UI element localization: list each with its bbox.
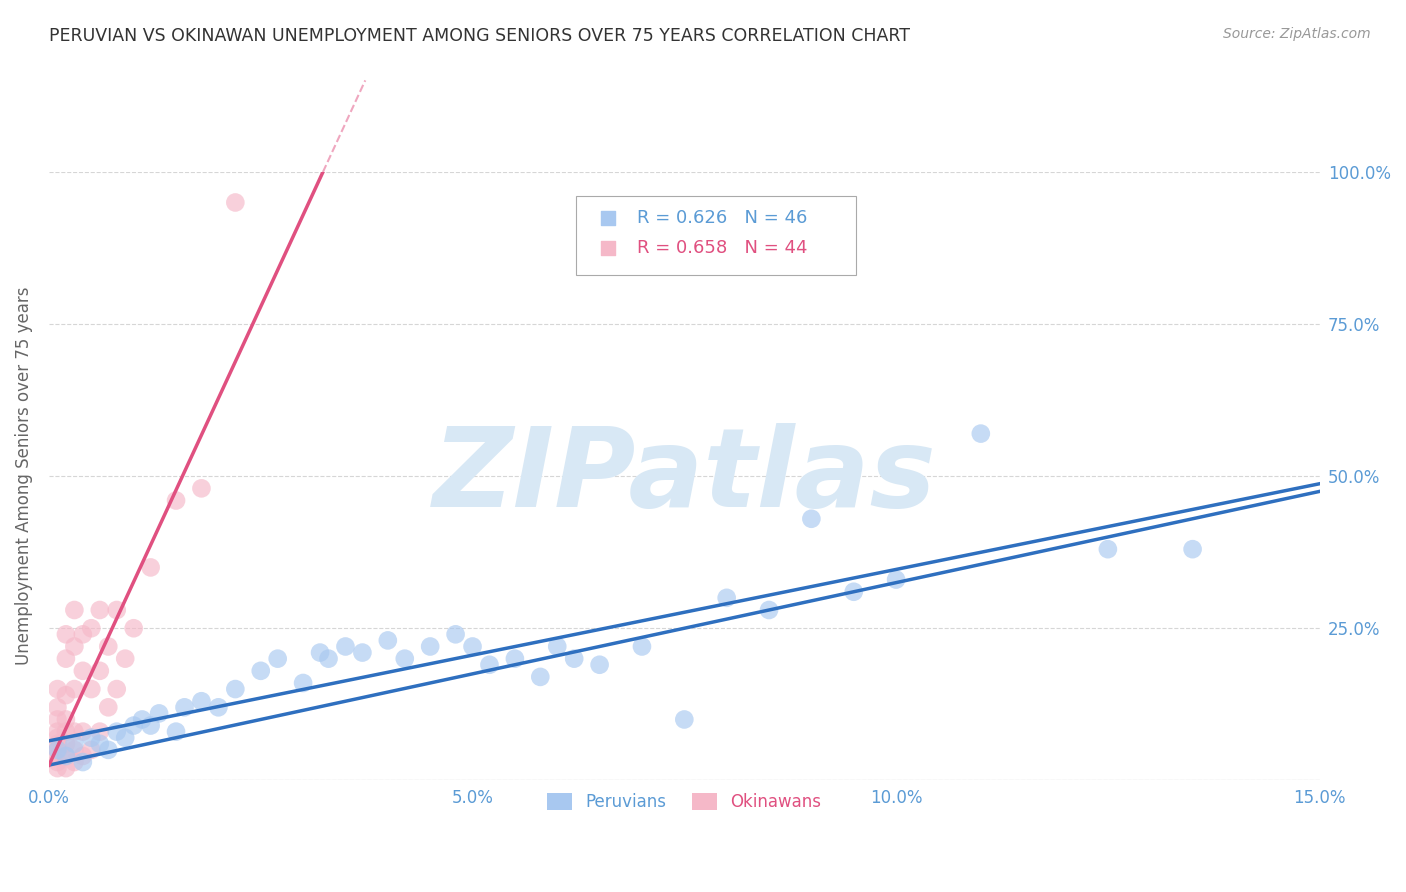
Point — [46, 700, 69, 714]
Point — [444, 627, 467, 641]
Point — [55, 749, 77, 764]
Point — [46, 755, 69, 769]
Legend: Peruvians, Okinawans: Peruvians, Okinawans — [541, 786, 828, 818]
Point — [46, 743, 69, 757]
Point — [122, 718, 145, 732]
Point — [105, 603, 128, 617]
Point — [165, 724, 187, 739]
Point — [46, 743, 69, 757]
Point — [55, 713, 77, 727]
Point — [114, 731, 136, 745]
Point — [758, 603, 780, 617]
Point — [224, 681, 246, 696]
Y-axis label: Unemployment Among Seniors over 75 years: Unemployment Among Seniors over 75 years — [15, 287, 32, 665]
Point — [139, 560, 162, 574]
Point — [716, 591, 738, 605]
Point — [72, 664, 94, 678]
Point — [267, 651, 290, 665]
Point — [884, 573, 907, 587]
Point — [292, 676, 315, 690]
Point — [165, 493, 187, 508]
Point — [72, 724, 94, 739]
Point — [224, 195, 246, 210]
Point — [318, 651, 340, 665]
Point — [80, 743, 103, 757]
Text: PERUVIAN VS OKINAWAN UNEMPLOYMENT AMONG SENIORS OVER 75 YEARS CORRELATION CHART: PERUVIAN VS OKINAWAN UNEMPLOYMENT AMONG … — [49, 27, 910, 45]
Point — [80, 681, 103, 696]
Point — [55, 627, 77, 641]
Point — [122, 621, 145, 635]
Point — [46, 713, 69, 727]
Point — [63, 681, 86, 696]
Point — [46, 749, 69, 764]
Point — [46, 737, 69, 751]
Point — [377, 633, 399, 648]
Text: R = 0.626   N = 46: R = 0.626 N = 46 — [637, 209, 807, 227]
Point — [46, 761, 69, 775]
Point — [139, 718, 162, 732]
Point — [503, 651, 526, 665]
Point — [562, 651, 585, 665]
Point — [97, 743, 120, 757]
Point — [55, 749, 77, 764]
Point — [63, 755, 86, 769]
Point — [63, 640, 86, 654]
Point — [105, 724, 128, 739]
Point — [63, 603, 86, 617]
Point — [529, 670, 551, 684]
Point — [131, 713, 153, 727]
Point — [72, 749, 94, 764]
Point — [89, 664, 111, 678]
Point — [89, 603, 111, 617]
Point — [1097, 542, 1119, 557]
Point — [114, 651, 136, 665]
FancyBboxPatch shape — [576, 196, 856, 276]
Point — [673, 713, 696, 727]
Point — [631, 640, 654, 654]
Point — [970, 426, 993, 441]
Point — [546, 640, 568, 654]
Point — [55, 724, 77, 739]
Point — [207, 700, 229, 714]
Point — [80, 621, 103, 635]
Point — [46, 731, 69, 745]
Point — [63, 743, 86, 757]
Point — [309, 646, 332, 660]
Point — [97, 700, 120, 714]
Point — [394, 651, 416, 665]
Point — [72, 755, 94, 769]
Text: ZIPatlas: ZIPatlas — [433, 423, 936, 530]
Point — [46, 724, 69, 739]
Point — [842, 584, 865, 599]
Point — [478, 657, 501, 672]
Point — [55, 651, 77, 665]
Text: R = 0.658   N = 44: R = 0.658 N = 44 — [637, 239, 808, 257]
Point — [190, 481, 212, 495]
Point — [55, 737, 77, 751]
Point — [173, 700, 195, 714]
Point — [800, 512, 823, 526]
Point — [89, 724, 111, 739]
Point — [419, 640, 441, 654]
Point — [55, 761, 77, 775]
Point — [190, 694, 212, 708]
Point — [588, 657, 610, 672]
Point — [461, 640, 484, 654]
Point — [63, 737, 86, 751]
Point — [249, 664, 271, 678]
Point — [97, 640, 120, 654]
Point — [55, 688, 77, 702]
Text: Source: ZipAtlas.com: Source: ZipAtlas.com — [1223, 27, 1371, 41]
Point — [89, 737, 111, 751]
Point — [72, 627, 94, 641]
Point — [352, 646, 374, 660]
Point — [63, 724, 86, 739]
Point — [46, 681, 69, 696]
Point — [1181, 542, 1204, 557]
Point — [80, 731, 103, 745]
Point — [148, 706, 170, 721]
Point — [335, 640, 357, 654]
Point — [105, 681, 128, 696]
